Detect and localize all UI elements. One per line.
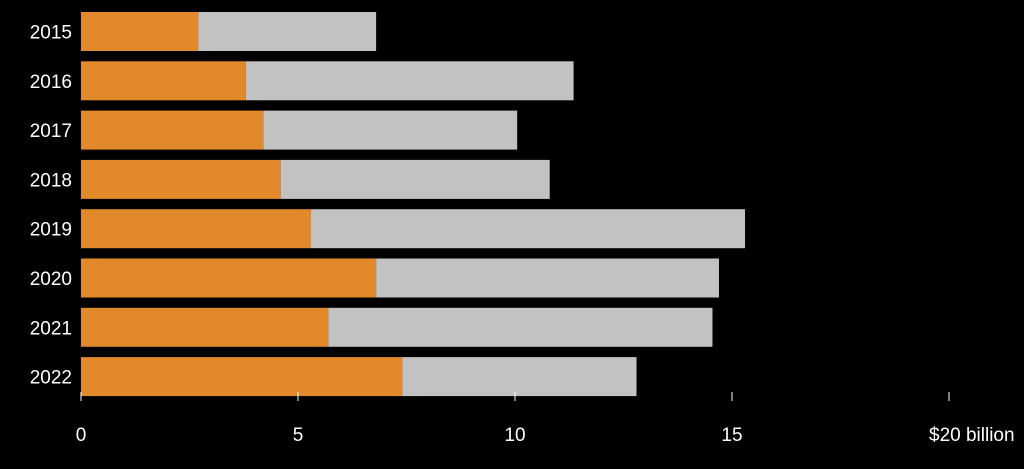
x-axis: 0 5 10 15 $20 billion (76, 392, 1015, 446)
bar-2015-segment-1 (81, 12, 199, 51)
bar-2022-segment-2 (402, 357, 637, 397)
x-tick-label-20: $20 billion (929, 425, 1015, 446)
category-label-2015: 2015 (30, 23, 72, 44)
bar-2020-segment-2 (376, 258, 719, 298)
category-label-2020: 2020 (30, 269, 72, 290)
category-label-2017: 2017 (30, 121, 72, 142)
category-label-2021: 2021 (30, 318, 72, 339)
bar-2019-segment-2 (311, 209, 746, 249)
bar-2021-segment-2 (328, 307, 713, 347)
bar-2018-segment-2 (280, 159, 550, 199)
category-label-2022: 2022 (30, 368, 72, 389)
bar-2019-segment-1 (81, 209, 312, 249)
bars-layer (81, 12, 746, 397)
bar-2021-segment-1 (81, 307, 329, 347)
x-tick-label-10: 10 (504, 425, 525, 446)
bar-2015-segment-2 (198, 12, 377, 51)
category-labels: 2015 2016 2017 2018 2019 2020 2021 2022 (30, 23, 72, 389)
bar-2018-segment-1 (81, 159, 281, 199)
category-label-2019: 2019 (30, 220, 72, 241)
bar-2017-segment-1 (81, 110, 264, 150)
x-tick-label-5: 5 (293, 425, 304, 446)
x-tick-label-0: 0 (76, 425, 87, 446)
category-label-2016: 2016 (30, 72, 72, 93)
bar-2016-segment-2 (245, 61, 574, 101)
bar-2016-segment-1 (81, 61, 246, 101)
bar-2022-segment-1 (81, 357, 403, 397)
bar-2020-segment-1 (81, 258, 377, 298)
bar-2017-segment-2 (263, 110, 518, 150)
x-tick-label-15: 15 (721, 425, 742, 446)
category-label-2018: 2018 (30, 170, 72, 191)
